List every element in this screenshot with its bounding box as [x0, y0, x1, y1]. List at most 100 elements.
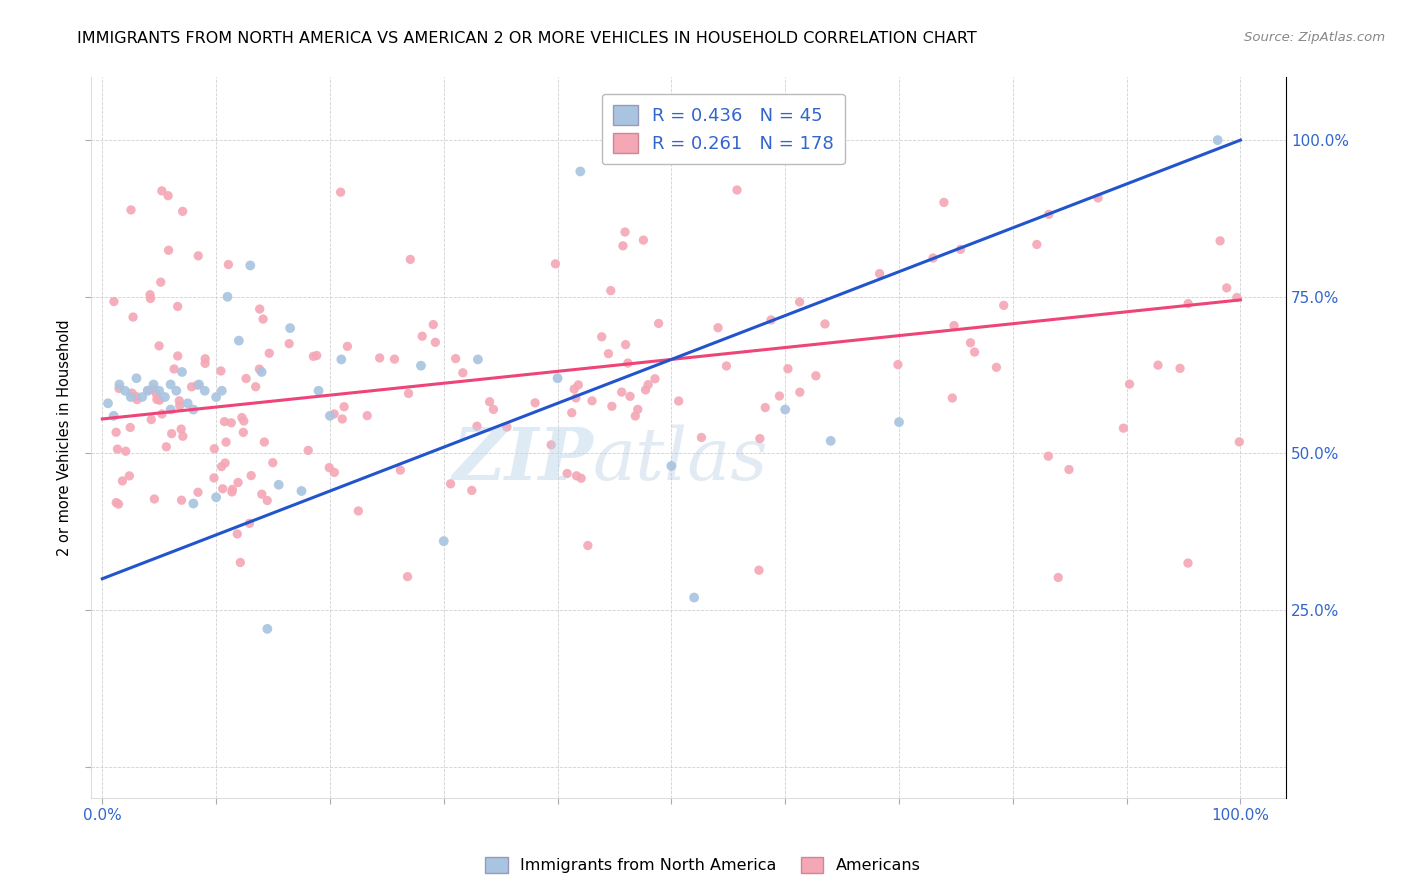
Point	[141, 412, 163, 426]
Point	[125, 371, 148, 385]
Point	[396, 569, 419, 583]
Point	[565, 391, 588, 405]
Point	[305, 349, 328, 363]
Point	[142, 383, 165, 397]
Text: Source: ZipAtlas.com: Source: ZipAtlas.com	[1244, 31, 1385, 45]
Point	[214, 456, 236, 470]
Point	[422, 318, 444, 332]
Point	[221, 484, 243, 499]
Point	[278, 321, 301, 335]
Point	[561, 406, 583, 420]
Point	[136, 384, 159, 398]
Point	[148, 339, 170, 353]
Point	[612, 239, 634, 253]
Point	[544, 257, 567, 271]
Point	[776, 361, 799, 376]
Point	[228, 334, 250, 348]
Point	[157, 244, 180, 258]
Point	[1227, 434, 1250, 449]
Point	[205, 390, 228, 404]
Point	[217, 290, 239, 304]
Point	[591, 330, 613, 344]
Point	[887, 358, 910, 372]
Point	[389, 463, 412, 477]
Point	[297, 443, 319, 458]
Point	[451, 366, 474, 380]
Point	[257, 346, 280, 360]
Point	[120, 420, 142, 434]
Point	[166, 300, 188, 314]
Point	[943, 318, 966, 333]
Point	[262, 456, 284, 470]
Point	[323, 466, 346, 480]
Point	[211, 384, 233, 398]
Point	[789, 385, 811, 400]
Point	[540, 438, 562, 452]
Point	[125, 392, 148, 407]
Point	[411, 329, 433, 343]
Point	[1215, 281, 1237, 295]
Point	[624, 409, 647, 423]
Text: atlas: atlas	[593, 424, 768, 495]
Point	[165, 384, 187, 398]
Legend: Immigrants from North America, Americans: Immigrants from North America, Americans	[479, 850, 927, 880]
Point	[150, 184, 173, 198]
Point	[122, 310, 145, 324]
Point	[232, 425, 254, 440]
Point	[238, 516, 260, 531]
Point	[569, 471, 592, 485]
Point	[290, 483, 312, 498]
Point	[547, 371, 569, 385]
Point	[114, 444, 136, 458]
Point	[239, 259, 262, 273]
Point	[253, 435, 276, 450]
Point	[567, 378, 589, 392]
Point	[226, 475, 249, 490]
Point	[804, 368, 827, 383]
Point	[166, 349, 188, 363]
Point	[495, 420, 517, 434]
Point	[148, 393, 170, 408]
Point	[569, 164, 592, 178]
Point	[214, 415, 236, 429]
Point	[232, 414, 254, 428]
Point	[425, 335, 447, 350]
Point	[600, 399, 623, 413]
Point	[131, 390, 153, 404]
Point	[136, 384, 159, 398]
Point	[183, 497, 205, 511]
Point	[186, 378, 208, 392]
Point	[398, 386, 420, 401]
Point	[1168, 361, 1191, 376]
Point	[221, 483, 243, 497]
Point	[384, 352, 406, 367]
Point	[1147, 358, 1170, 372]
Point	[249, 301, 271, 316]
Point	[1025, 237, 1047, 252]
Point	[142, 377, 165, 392]
Point	[139, 287, 162, 301]
Point	[318, 460, 340, 475]
Point	[644, 372, 666, 386]
Point	[155, 440, 177, 454]
Point	[205, 490, 228, 504]
Point	[202, 471, 225, 485]
Text: ZIP: ZIP	[451, 424, 593, 495]
Point	[215, 435, 238, 450]
Point	[256, 493, 278, 508]
Point	[194, 351, 217, 366]
Point	[163, 362, 186, 376]
Point	[169, 399, 191, 413]
Point	[576, 539, 599, 553]
Point	[336, 339, 359, 353]
Point	[226, 527, 249, 541]
Point	[1226, 291, 1249, 305]
Point	[211, 482, 233, 496]
Point	[922, 251, 945, 265]
Point	[773, 402, 796, 417]
Point	[614, 337, 637, 351]
Point	[107, 442, 129, 456]
Point	[256, 622, 278, 636]
Point	[267, 477, 290, 491]
Point	[614, 225, 637, 239]
